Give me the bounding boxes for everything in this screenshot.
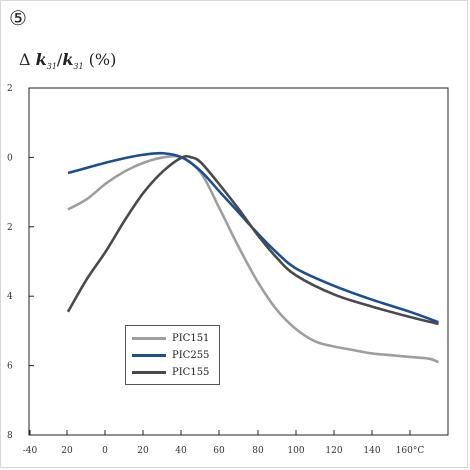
- x-tick-label: 20: [61, 446, 73, 456]
- y-tick-label: 4: [7, 292, 13, 302]
- x-tick-label: 60: [213, 446, 225, 456]
- legend-label: PIC151: [172, 333, 210, 344]
- legend-item: PIC151: [132, 330, 213, 347]
- legend-item: PIC155: [132, 364, 213, 381]
- plot-area: [28, 87, 449, 436]
- figure-number: ⑤: [9, 6, 27, 30]
- y-label-sub1: 31: [46, 62, 57, 72]
- legend-swatch: [132, 354, 166, 357]
- x-tick-label: 140: [363, 446, 380, 456]
- x-tick-label: -40: [23, 446, 38, 456]
- y-label-k2: k: [62, 50, 74, 69]
- y-label-slash: /: [56, 50, 63, 69]
- x-tick-label: 40: [175, 446, 187, 456]
- y-label-sub2: 31: [73, 62, 84, 72]
- series-lines: [66, 151, 439, 364]
- x-tick-label: 160°C: [396, 446, 425, 456]
- y-label-prefix: Δ: [19, 50, 36, 69]
- series-line-pic255: [67, 151, 439, 324]
- series-line-pic151: [67, 154, 439, 364]
- y-tick-label: 6: [7, 362, 13, 372]
- y-axis-label: Δ k31/k31 (%): [19, 50, 116, 71]
- legend-swatch: [132, 337, 166, 340]
- y-label-suffix: (%): [83, 50, 117, 69]
- y-label-k1: k: [35, 50, 47, 69]
- legend-swatch: [132, 371, 166, 374]
- y-tick-label: 2: [7, 84, 13, 94]
- y-tick-label: 2: [7, 223, 13, 233]
- legend-label: PIC255: [172, 350, 210, 361]
- y-tick-label: 0: [7, 153, 13, 163]
- x-tick-label: 120: [325, 446, 342, 456]
- x-axis-ticks: -40 20 0 20 40 60 80 100 120 140 160°C: [23, 430, 425, 456]
- x-tick-label: 0: [102, 446, 108, 456]
- series-line-pic155: [66, 154, 439, 326]
- y-tick-label: 8: [7, 431, 13, 441]
- legend-label: PIC155: [172, 367, 210, 378]
- x-tick-label: 20: [137, 446, 149, 456]
- legend-item: PIC255: [132, 347, 213, 364]
- x-tick-label: 100: [287, 446, 304, 456]
- x-tick-label: 80: [252, 446, 264, 456]
- y-axis-ticks: 2 0 2 4 6 8: [7, 84, 34, 441]
- legend: PIC151 PIC255 PIC155: [125, 325, 220, 385]
